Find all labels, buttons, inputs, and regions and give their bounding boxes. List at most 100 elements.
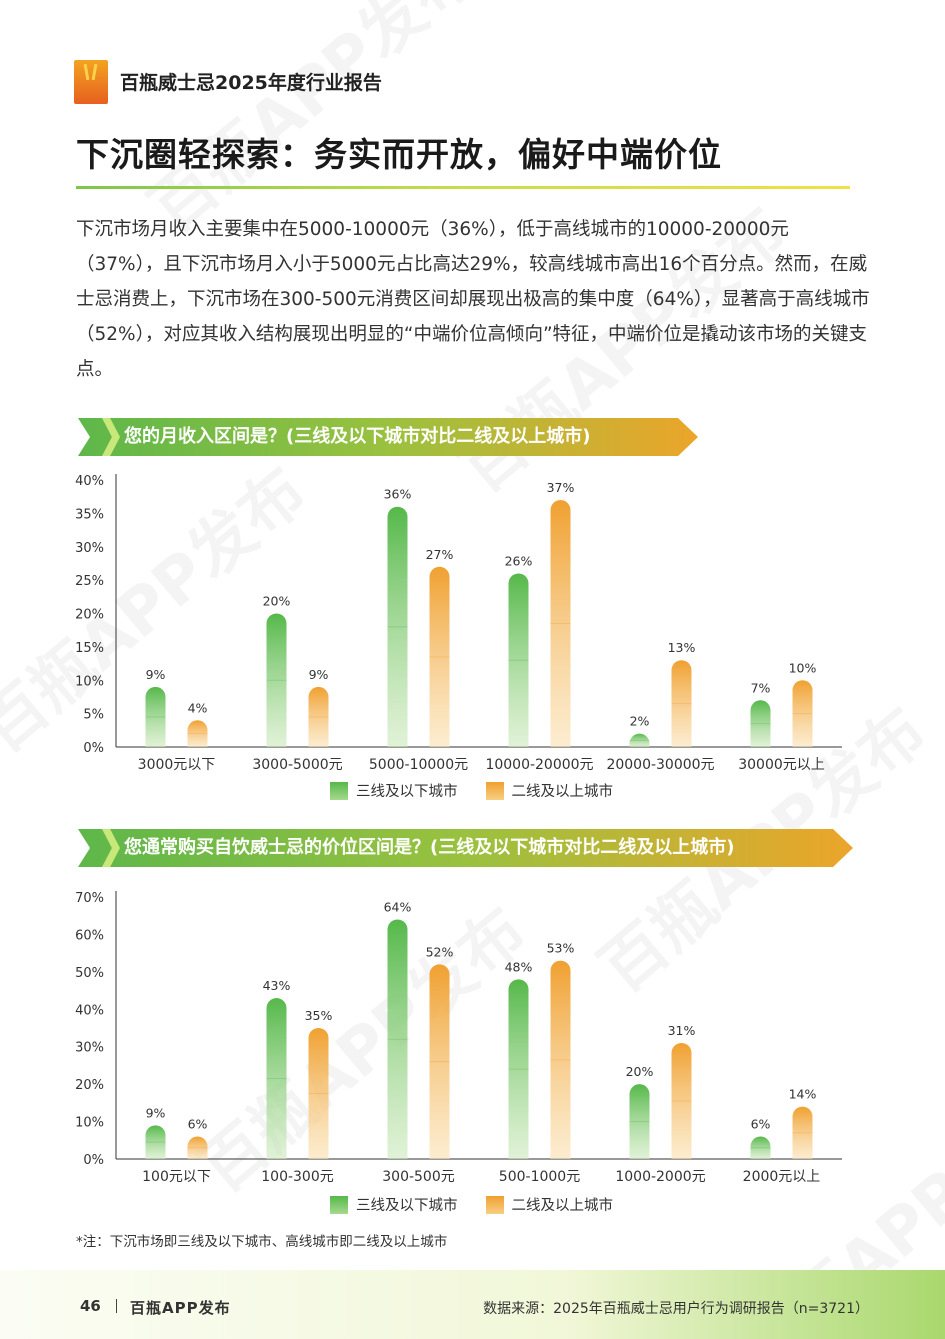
x-tick-label: 10000-20000元 bbox=[485, 757, 593, 773]
data-label: 6% bbox=[188, 1117, 208, 1132]
x-tick-label: 3000-5000元 bbox=[252, 757, 342, 773]
data-label: 4% bbox=[188, 700, 208, 715]
page-title: 下沉圈轻探索：务实而开放，偏好中端价位 bbox=[76, 135, 722, 174]
data-label: 10% bbox=[789, 660, 817, 675]
bar-lower-tier bbox=[629, 1084, 650, 1159]
legend-item-upper-tier: 二线及以上城市 bbox=[485, 1194, 614, 1215]
legend-label-lower-tier: 三线及以下城市 bbox=[356, 784, 458, 800]
bar-lower-tier bbox=[387, 919, 408, 1159]
footer-divider bbox=[116, 1299, 117, 1313]
bar-upper-tier bbox=[792, 1106, 813, 1159]
y-tick-label: 15% bbox=[75, 641, 104, 656]
bar-lower-tier bbox=[508, 573, 529, 747]
data-label: 43% bbox=[263, 978, 291, 993]
y-tick-label: 10% bbox=[75, 1116, 104, 1131]
x-tick-label: 3000元以下 bbox=[138, 757, 216, 773]
chart-1-legend: 三线及以下城市 二线及以上城市 bbox=[330, 780, 613, 801]
data-label: 9% bbox=[146, 667, 166, 682]
bar-lower-tier bbox=[266, 613, 287, 747]
y-tick-label: 35% bbox=[75, 507, 104, 522]
data-label: 36% bbox=[384, 487, 412, 502]
data-label: 2% bbox=[630, 714, 650, 729]
footnote: *注：下沉市场即三线及以下城市、高线城市即二线及以上城市 bbox=[76, 1234, 448, 1250]
x-tick-label: 100元以下 bbox=[142, 1169, 211, 1185]
y-tick-label: 0% bbox=[83, 741, 104, 756]
price-range-bar-chart: 0% 10% 20% 30% 40% 50% 60% 70% 100元以下 9% 6% 100-300… bbox=[75, 891, 842, 1185]
data-label: 52% bbox=[426, 944, 454, 959]
data-label: 64% bbox=[384, 899, 412, 914]
legend-item-upper-tier: 二线及以上城市 bbox=[485, 780, 613, 801]
x-tick-label: 1000-2000元 bbox=[615, 1169, 705, 1185]
data-source: 数据来源：2025年百瓶威士忌用户行为调研报告（n=3721） bbox=[483, 1301, 869, 1317]
bar-lower-tier bbox=[629, 733, 650, 747]
bar-lower-tier bbox=[508, 979, 529, 1159]
data-label: 35% bbox=[305, 1008, 333, 1023]
data-label: 31% bbox=[668, 1023, 696, 1038]
bar-upper-tier bbox=[792, 680, 813, 747]
bar-upper-tier bbox=[187, 1136, 208, 1159]
legend-swatch-green bbox=[330, 781, 348, 800]
page-number: 46 bbox=[80, 1297, 101, 1315]
x-tick-label: 300-500元 bbox=[382, 1169, 455, 1185]
chevron-right-icon bbox=[102, 829, 120, 867]
x-tick-label: 5000-10000元 bbox=[369, 757, 468, 773]
y-tick-label: 60% bbox=[75, 928, 104, 943]
chart-1-title-banner: 您的月收入区间是？(三线及以下城市对比二线及以上城市) bbox=[78, 418, 698, 456]
data-label: 53% bbox=[547, 941, 575, 956]
legend-label-lower-tier: 三线及以下城市 bbox=[356, 1198, 458, 1214]
x-tick-label: 20000-30000元 bbox=[606, 757, 714, 773]
chart-2-title-banner: 您通常购买自饮威士忌的价位区间是？(三线及以下城市对比二线及以上城市) bbox=[78, 829, 853, 867]
y-tick-label: 25% bbox=[75, 574, 104, 589]
y-tick-label: 40% bbox=[75, 1003, 104, 1018]
y-tick-label: 10% bbox=[75, 674, 104, 689]
y-tick-label: 20% bbox=[75, 608, 104, 623]
data-label: 13% bbox=[668, 640, 696, 655]
page-footer: 46 百瓶APP发布 数据来源：2025年百瓶威士忌用户行为调研报告（n=372… bbox=[0, 1270, 945, 1339]
bar-upper-tier bbox=[671, 660, 692, 747]
bar-lower-tier bbox=[145, 1125, 166, 1159]
y-tick-label: 20% bbox=[75, 1078, 104, 1093]
bar-upper-tier bbox=[308, 1028, 329, 1159]
report-header-title: 百瓶威士忌2025年度行业报告 bbox=[120, 72, 382, 94]
y-tick-label: 5% bbox=[83, 708, 104, 723]
y-tick-label: 30% bbox=[75, 541, 104, 556]
chevron-right-icon bbox=[102, 418, 120, 456]
x-tick-label: 500-1000元 bbox=[499, 1169, 580, 1185]
bar-lower-tier bbox=[145, 686, 166, 747]
bar-lower-tier bbox=[750, 700, 771, 747]
footer-brand: 百瓶APP发布 bbox=[130, 1299, 231, 1317]
x-tick-label: 100-300元 bbox=[261, 1169, 334, 1185]
income-bar-chart: 0% 5% 10% 15% 20% 25% 30% 35% 40% 3000元以下 9% 4% 3000… bbox=[75, 474, 842, 773]
bar-upper-tier bbox=[187, 720, 208, 747]
data-label: 37% bbox=[547, 480, 575, 495]
y-tick-label: 40% bbox=[75, 474, 104, 489]
bar-upper-tier bbox=[429, 566, 450, 747]
legend-swatch-orange bbox=[485, 781, 504, 800]
bar-upper-tier bbox=[550, 500, 571, 747]
data-label: 14% bbox=[789, 1087, 817, 1102]
legend-label-upper-tier: 二线及以上城市 bbox=[511, 1198, 614, 1214]
legend-item-lower-tier: 三线及以下城市 bbox=[330, 780, 458, 801]
x-tick-label: 2000元以上 bbox=[743, 1169, 821, 1185]
y-tick-label: 30% bbox=[75, 1041, 104, 1056]
bar-upper-tier bbox=[308, 686, 329, 747]
bar-lower-tier bbox=[387, 506, 408, 747]
data-label: 48% bbox=[505, 959, 533, 974]
data-label: 7% bbox=[751, 680, 771, 695]
bar-upper-tier bbox=[671, 1042, 692, 1159]
legend-item-lower-tier: 三线及以下城市 bbox=[330, 1194, 458, 1215]
legend-swatch-green bbox=[330, 1195, 348, 1214]
intro-paragraph: 下沉市场月收入主要集中在5000-10000元（36%），低于高线城市的1000… bbox=[76, 219, 870, 380]
data-label: 20% bbox=[263, 594, 291, 609]
data-label: 20% bbox=[626, 1064, 654, 1079]
report-logo-icon bbox=[74, 60, 108, 104]
chart-1-title: 您的月收入区间是？(三线及以下城市对比二线及以上城市) bbox=[124, 426, 591, 447]
chart-2-title: 您通常购买自饮威士忌的价位区间是？(三线及以下城市对比二线及以上城市) bbox=[124, 837, 735, 858]
chart-2-legend: 三线及以下城市 二线及以上城市 bbox=[330, 1194, 613, 1215]
legend-swatch-orange bbox=[485, 1195, 504, 1214]
y-tick-label: 0% bbox=[83, 1153, 104, 1168]
data-label: 27% bbox=[426, 547, 454, 562]
x-tick-label: 30000元以上 bbox=[738, 757, 825, 773]
data-label: 6% bbox=[751, 1117, 771, 1132]
bar-upper-tier bbox=[550, 960, 571, 1159]
